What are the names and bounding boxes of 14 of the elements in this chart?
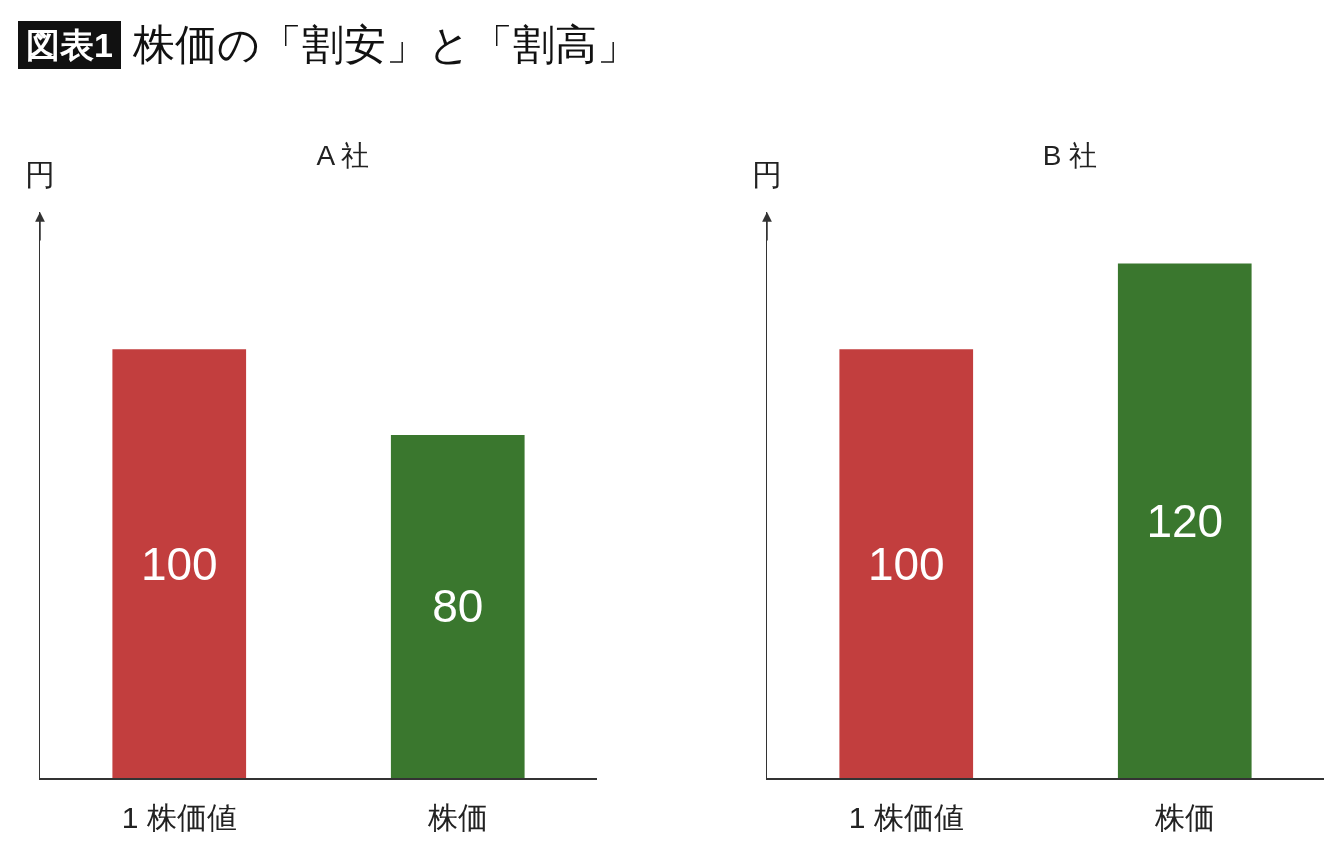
y-axis-title: 円 bbox=[752, 158, 782, 191]
data-label: 120 bbox=[1146, 494, 1224, 547]
text: 図表1 bbox=[18, 21, 121, 69]
text: 株価の「割安」と「割高」 bbox=[132, 20, 639, 70]
x-tick-label: 1 株価値 bbox=[121, 800, 237, 834]
data-label: 100 bbox=[867, 537, 945, 590]
data-label: 100 bbox=[140, 537, 218, 590]
x-tick-label: 株価 bbox=[1153, 800, 1215, 834]
x-tick-label: 1 株価値 bbox=[848, 800, 964, 834]
data-label: 80 bbox=[432, 580, 484, 633]
y-axis-title: 円 bbox=[25, 158, 55, 191]
chart-title: B 社 bbox=[1042, 139, 1098, 171]
x-tick-label: 株価 bbox=[426, 800, 488, 834]
chart-title: A 社 bbox=[316, 139, 370, 171]
